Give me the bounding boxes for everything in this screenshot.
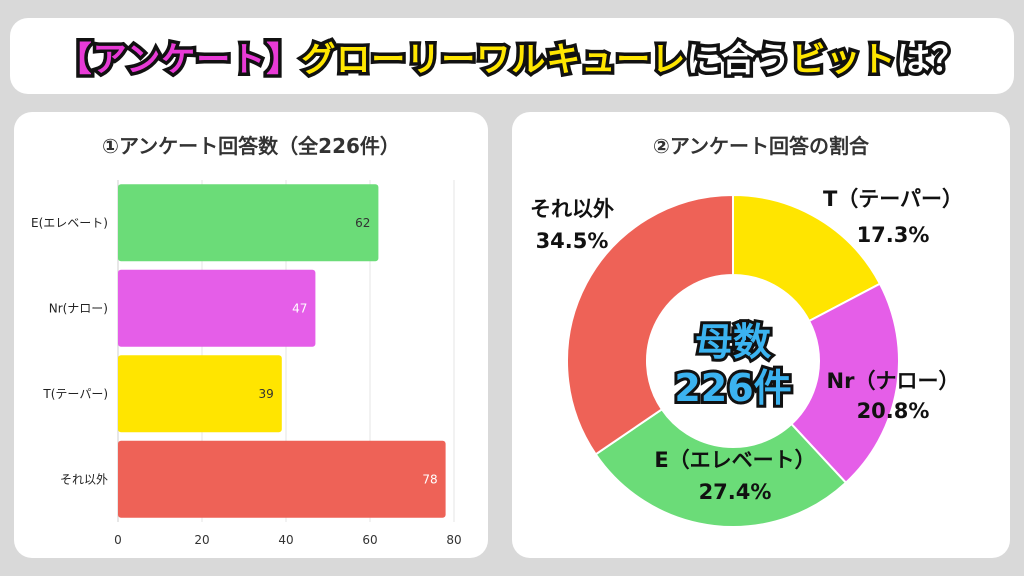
x-tick-label: 60 xyxy=(362,533,377,547)
slice-percent-label: 34.5% xyxy=(536,229,609,253)
header-part-survey: 【アンケート】 xyxy=(54,36,304,83)
bar xyxy=(118,440,446,518)
donut-slice xyxy=(566,193,734,456)
bar-chart: 0 20 40 60 80 E(エレベート) 62 Nr(ナロー) 47 T(テーパー) 39 それ以… xyxy=(31,180,462,547)
header-part-question: は？ xyxy=(893,36,969,83)
header-part-bit: ビット xyxy=(788,36,899,83)
x-tick-label: 0 xyxy=(114,533,122,547)
donut-center-label: 母数 xyxy=(695,320,771,364)
pie-chart-title: ②アンケート回答の割合 xyxy=(652,134,870,158)
x-tick-label: 20 xyxy=(194,533,209,547)
bar-value-label: 39 xyxy=(259,387,274,401)
slice-name-label: Nr（ナロー） xyxy=(827,369,960,393)
bar xyxy=(118,355,282,433)
header-part-valkyrie: グローリーワルキューレ xyxy=(298,36,689,83)
x-tick-label: 80 xyxy=(446,533,461,547)
donut-chart: T（テーパー） 17.3% Nr（ナロー） 20.8% E（エレベート） 27.4% それ以… xyxy=(530,187,963,528)
category-label: Nr(ナロー) xyxy=(49,301,108,315)
donut-slice xyxy=(790,282,900,485)
bar-value-label: 78 xyxy=(422,472,437,486)
donut-slice xyxy=(594,407,848,528)
x-tick-label: 40 xyxy=(278,533,293,547)
category-label: それ以外 xyxy=(60,472,108,486)
bar-value-label: 47 xyxy=(292,301,307,315)
donut-center-count: 226件 xyxy=(674,366,791,410)
header-title: 【アンケート】グローリーワルキューレに合うビットは？ xyxy=(54,32,969,83)
bar-value-label: 62 xyxy=(355,216,370,230)
category-label: T(テーパー) xyxy=(42,387,108,401)
slice-name-label: T（テーパー） xyxy=(823,187,963,211)
header-part-fits: に合う xyxy=(683,36,794,83)
slice-name-label: それ以外 xyxy=(530,197,614,221)
slice-name-label: E（エレベート） xyxy=(654,448,815,472)
header-banner: 【アンケート】グローリーワルキューレに合うビットは？ xyxy=(10,18,1014,94)
category-label: E(エレベート) xyxy=(31,216,108,230)
bar-chart-panel: ①アンケート回答数（全226件） 0 20 40 60 80 E(エレベート) 62 Nr(ナ… xyxy=(14,112,488,558)
pie-chart-panel: ②アンケート回答の割合 T（テーパー） 17.3% Nr（ナロー） 20.8% E（エレ… xyxy=(512,112,1010,558)
bar xyxy=(118,269,316,347)
slice-percent-label: 20.8% xyxy=(857,399,930,423)
bar-chart-title: ①アンケート回答数（全226件） xyxy=(102,134,400,158)
bar xyxy=(118,184,379,262)
slice-percent-label: 17.3% xyxy=(857,223,930,247)
slice-percent-label: 27.4% xyxy=(699,480,772,504)
